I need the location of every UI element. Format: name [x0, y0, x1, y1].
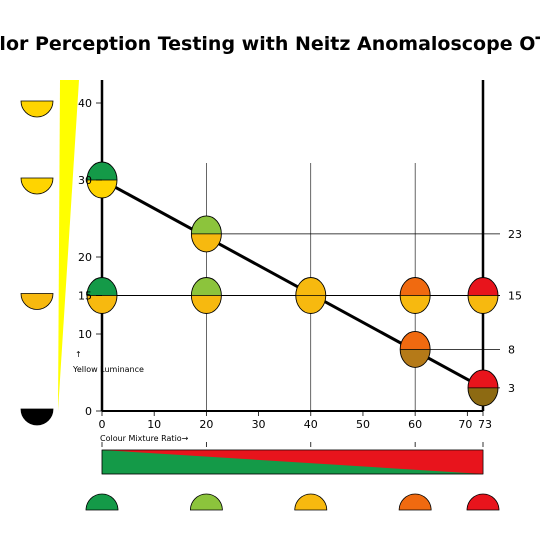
- mixture-bar-outline: [101, 449, 484, 475]
- x-tick-label: 60: [408, 418, 422, 431]
- split-circle-top: [400, 331, 431, 350]
- y-tick-label: 10: [78, 328, 92, 341]
- y-tick-label: 30: [78, 174, 92, 187]
- page-title: Color Perception Testing with Neitz Anom…: [0, 33, 540, 55]
- mixture-bar-red: [102, 450, 483, 474]
- split-circle-bottom: [468, 387, 498, 406]
- split-circle: [399, 277, 431, 314]
- x-tick-label: 30: [252, 418, 266, 431]
- tick-labels: 0 10 15 20 30 40 0 10 20 30 40 50 60 70 73: [78, 97, 492, 431]
- x-tick-label: 40: [304, 418, 318, 431]
- left-half-disc: [20, 100, 54, 118]
- split-circle: [190, 215, 222, 253]
- left-luminance-discs: [20, 100, 54, 426]
- yellow-wedge-group: [58, 80, 79, 411]
- split-circle-top: [191, 277, 222, 296]
- bottom-half-disc: [294, 493, 328, 511]
- split-circle-top: [468, 277, 498, 296]
- left-half-disc: [20, 177, 54, 195]
- split-circle-top: [468, 369, 498, 388]
- split-circle: [467, 277, 499, 314]
- left-half-disc: [20, 293, 54, 310]
- bottom-half-disc: [398, 493, 432, 511]
- y-tick-label: 0: [85, 405, 92, 418]
- split-circle-bottom: [87, 180, 117, 198]
- split-circle-bottom: [468, 295, 498, 314]
- x-tick-label: 0: [99, 418, 106, 431]
- bottom-half-disc: [85, 493, 119, 511]
- split-circle: [86, 277, 118, 314]
- split-circle: [190, 277, 222, 314]
- split-circle-top: [295, 277, 326, 296]
- bottom-half-disc: [189, 493, 223, 511]
- y-tick-label: 40: [78, 97, 92, 110]
- reference-label: 3: [508, 382, 515, 395]
- reference-label: 15: [508, 290, 522, 303]
- reference-label: 8: [508, 343, 515, 356]
- grid-lines: [101, 163, 416, 411]
- left-half-disc: [20, 408, 54, 426]
- split-circle-top: [400, 277, 431, 296]
- split-circle: [467, 369, 499, 407]
- x-tick-label: 70: [458, 418, 472, 431]
- yellow-wedge: [58, 80, 79, 411]
- bottom-half-disc: [466, 493, 500, 511]
- x-tick-label: 10: [147, 418, 161, 431]
- split-circles: [86, 161, 499, 407]
- x-tick-label: 73: [478, 418, 492, 431]
- split-circle: [399, 330, 431, 368]
- split-circle-bottom: [295, 295, 326, 314]
- axes: [100, 80, 485, 412]
- split-circle-bottom: [191, 233, 222, 252]
- y-axis-arrow: ↑: [75, 350, 82, 359]
- x-tick-label: 50: [356, 418, 370, 431]
- reference-label: 23: [508, 228, 522, 241]
- x-axis-label: Colour Mixture Ratio→: [100, 434, 189, 443]
- y-axis-label: Yellow Luminance: [72, 365, 144, 374]
- split-circle: [86, 161, 118, 199]
- split-circle-bottom: [400, 349, 431, 368]
- split-circle-top: [87, 162, 117, 180]
- y-tick-label: 15: [78, 290, 92, 303]
- split-circle-top: [191, 215, 222, 234]
- y-tick-label: 20: [78, 251, 92, 264]
- colour-mixture-bar: [101, 442, 484, 475]
- bottom-mixture-discs: [85, 493, 500, 511]
- split-circle: [295, 277, 327, 314]
- split-circle-bottom: [400, 295, 431, 314]
- split-circle-bottom: [191, 295, 222, 314]
- x-tick-label: 20: [199, 418, 213, 431]
- split-circle-bottom: [87, 295, 117, 314]
- split-circle-top: [87, 277, 117, 296]
